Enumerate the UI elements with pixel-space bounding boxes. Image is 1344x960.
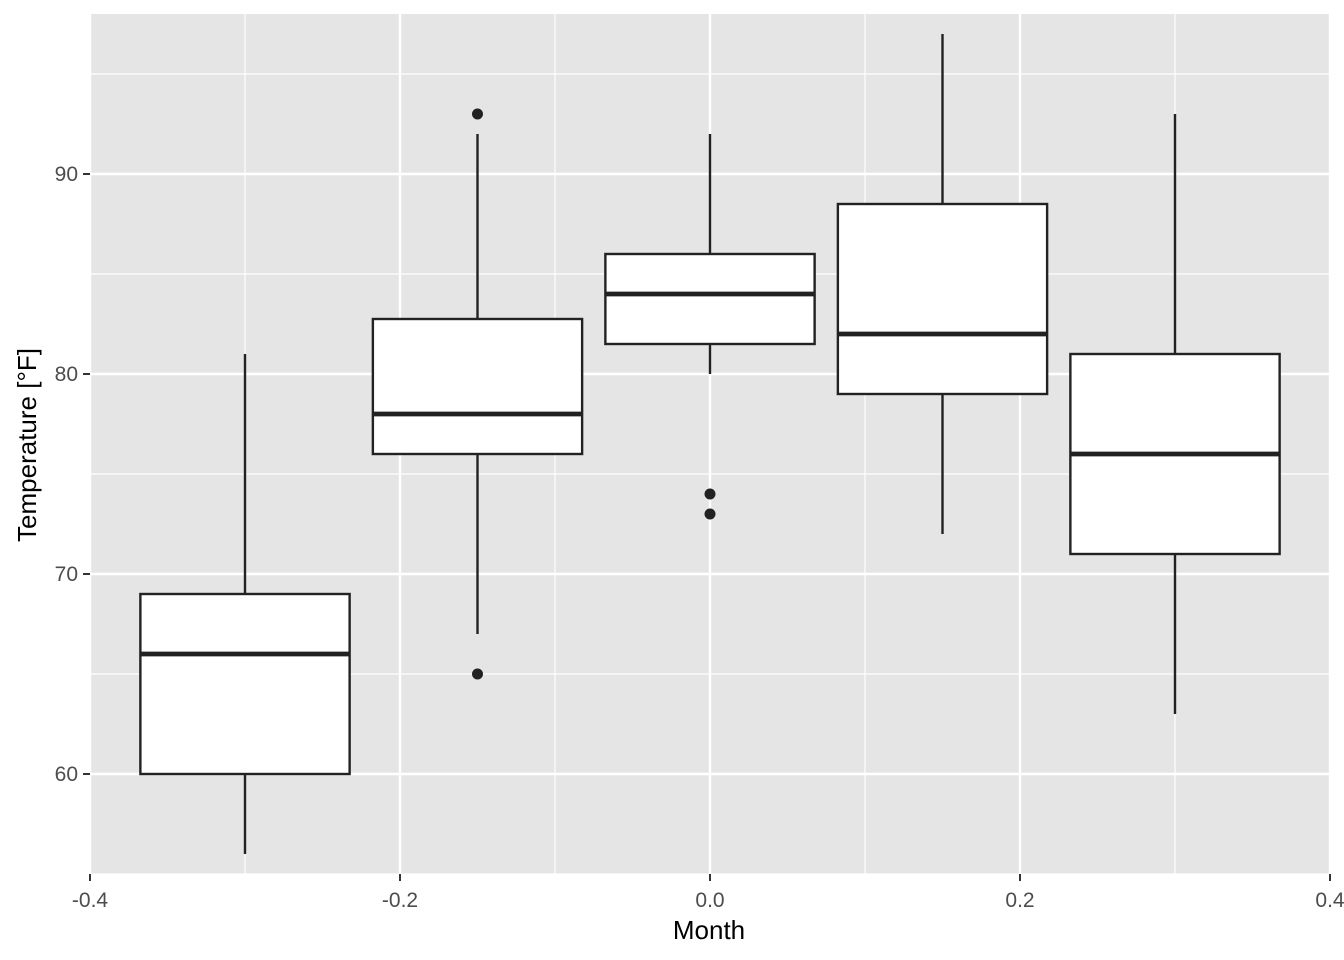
y-tick-label: 60 — [55, 763, 78, 786]
box-0.3 — [1069, 114, 1281, 714]
box-body — [604, 252, 816, 346]
outlier-point — [472, 108, 483, 120]
y-axis-title: Temperature [°F] — [12, 348, 42, 542]
box-0.15 — [836, 34, 1049, 534]
box-group — [139, 34, 1281, 854]
x-tick-label: -0.2 — [382, 889, 418, 912]
outlier-point — [472, 668, 483, 680]
x-tick-label: 0.4 — [1315, 889, 1344, 912]
box--0.15 — [371, 108, 584, 680]
box-body — [139, 592, 351, 776]
outlier-point — [704, 488, 716, 500]
box-body — [836, 202, 1049, 396]
box--0.3 — [139, 354, 351, 854]
x-tick-label: 0.2 — [1005, 889, 1034, 912]
y-tick-label: 70 — [55, 563, 78, 586]
box-body — [371, 317, 584, 456]
box-0 — [604, 134, 816, 520]
x-tick-label: -0.4 — [72, 889, 109, 912]
outlier-point — [704, 508, 716, 520]
x-tick-label: 0.0 — [695, 889, 724, 912]
y-tick-label: 90 — [55, 163, 78, 186]
y-tick-label: 80 — [55, 363, 78, 386]
x-axis: -0.4 -0.2 0.0 0.2 0.4 — [72, 874, 1344, 912]
x-axis-title: Month — [673, 915, 745, 945]
y-axis: 60 70 80 90 — [55, 163, 90, 786]
